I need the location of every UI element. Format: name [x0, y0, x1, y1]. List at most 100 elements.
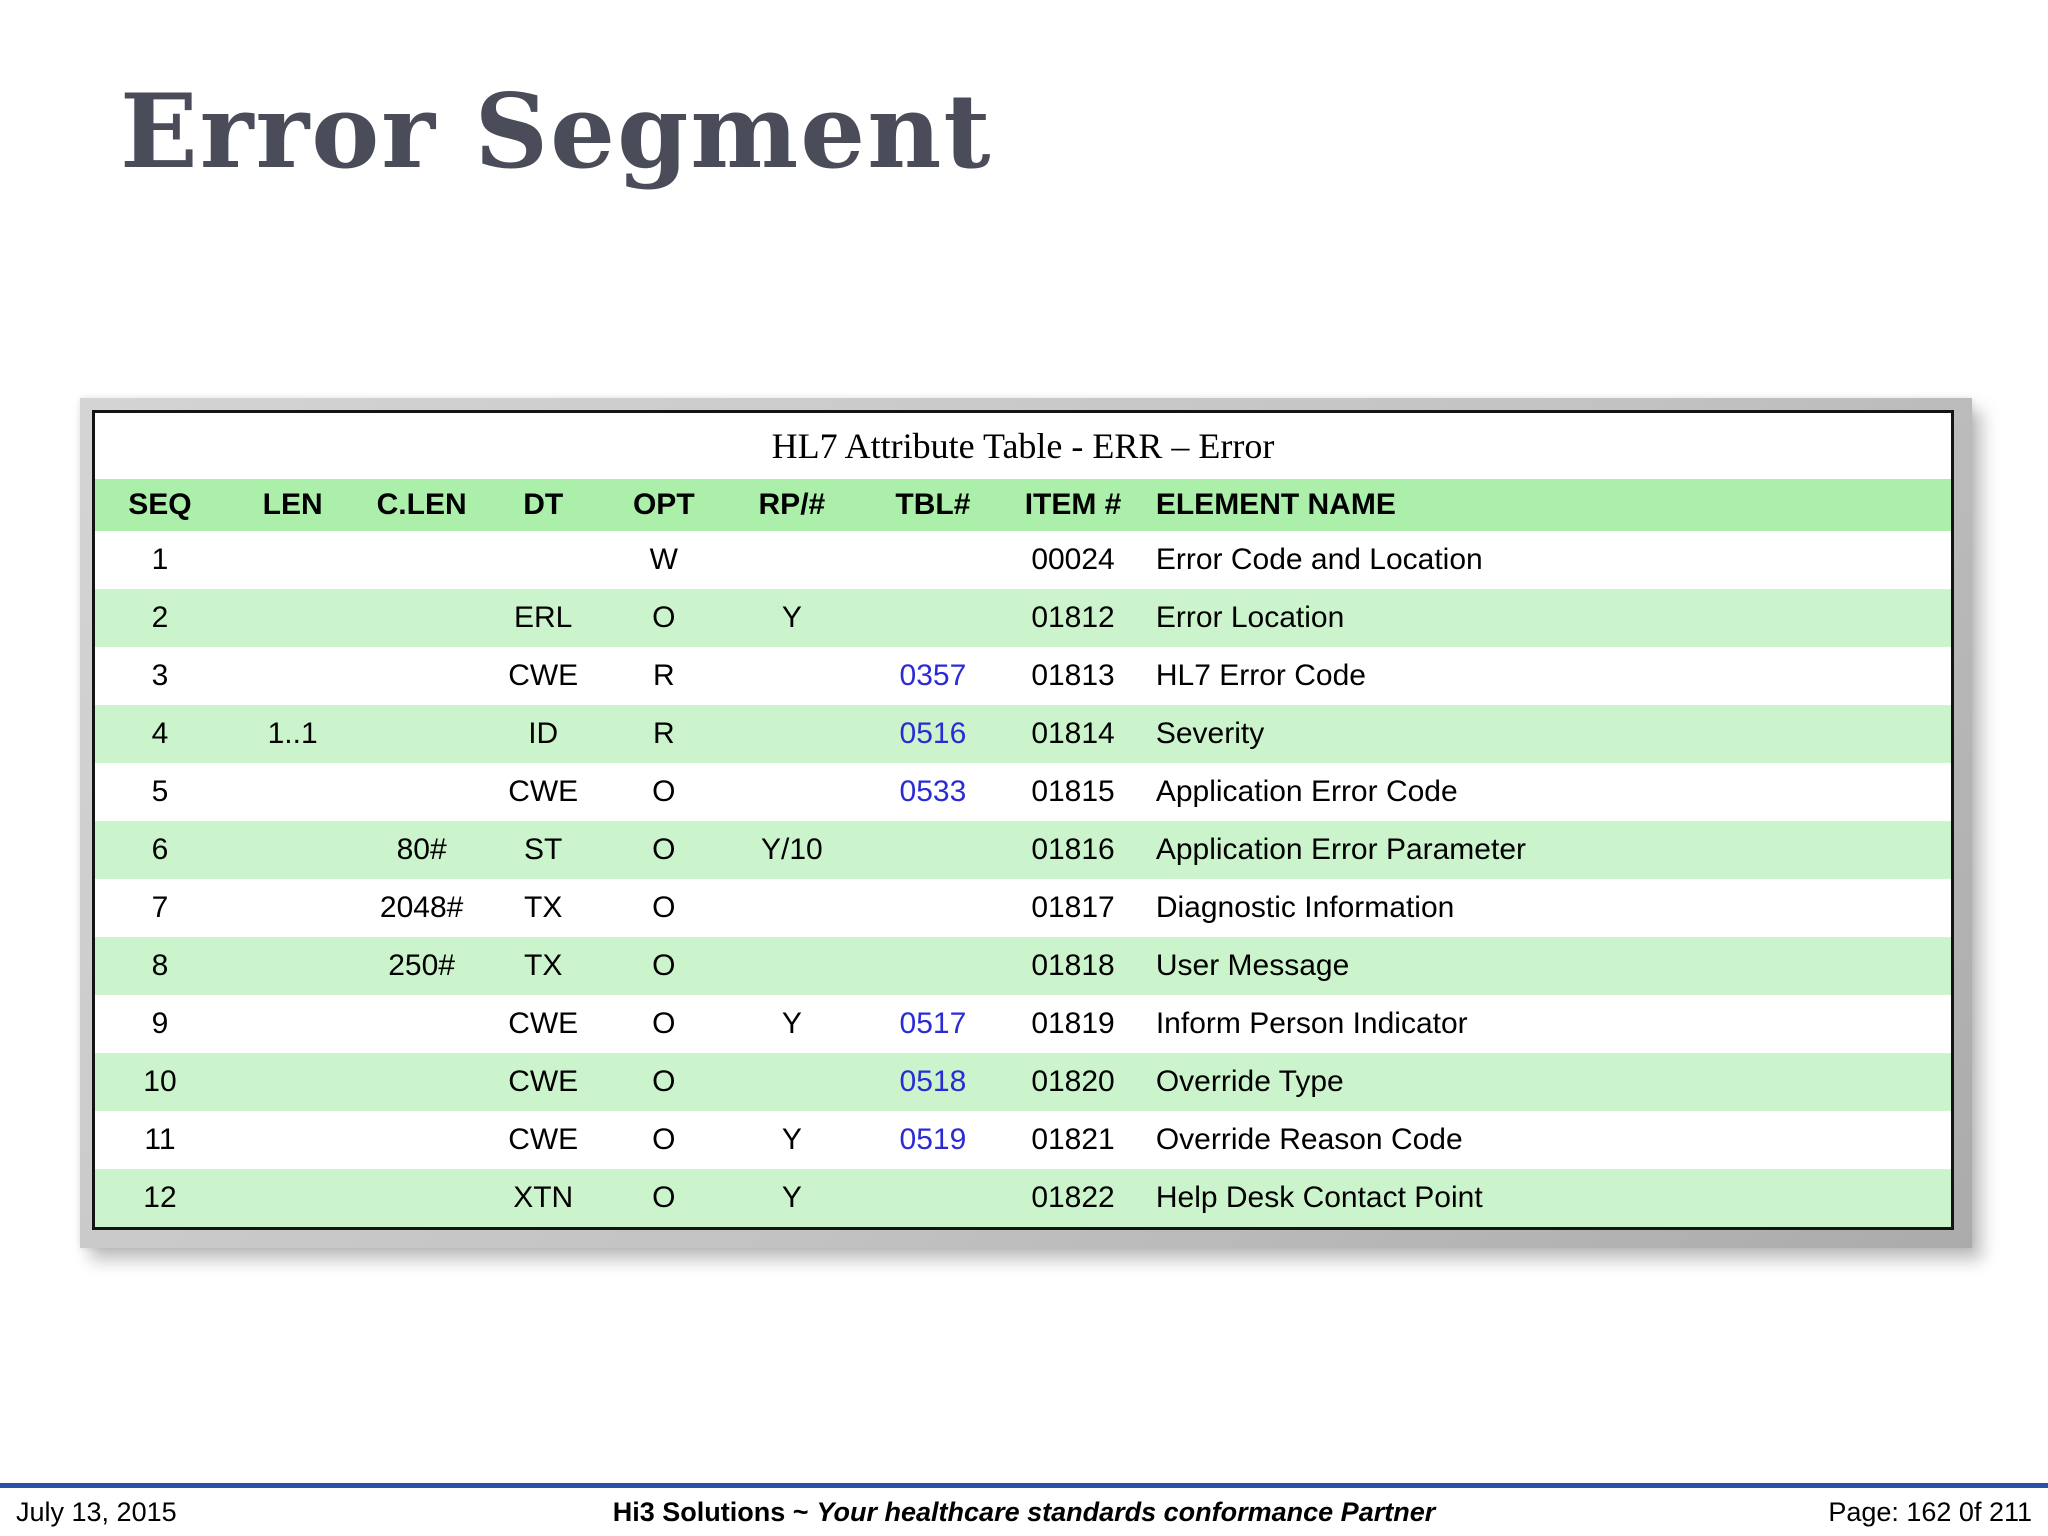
column-header-item: ITEM # [1006, 479, 1140, 531]
cell-dt: ST [482, 821, 604, 879]
cell-clen: 250# [360, 937, 483, 995]
hl7-attribute-table: SEQ LEN C.LEN DT OPT RP/# TBL# ITEM # EL… [95, 479, 1951, 1227]
cell-tbl: 0518 [859, 1053, 1007, 1111]
table-title: HL7 Attribute Table - ERR – Error [771, 426, 1275, 466]
cell-item: 01818 [1006, 937, 1140, 995]
cell-dt: CWE [482, 1053, 604, 1111]
cell-item: 01820 [1006, 1053, 1140, 1111]
column-header-clen: C.LEN [360, 479, 483, 531]
cell-item: 01815 [1006, 763, 1140, 821]
table-row: 6 80# ST O Y/10 01816 Application Error Parame… [95, 821, 1951, 879]
cell-opt: O [603, 995, 725, 1053]
cell-item: 01819 [1006, 995, 1140, 1053]
cell-opt: R [603, 647, 725, 705]
cell-dt: TX [482, 879, 604, 937]
cell-opt: O [603, 1169, 725, 1227]
cell-tbl [859, 1169, 1007, 1227]
table-row: 12 XTN O Y 01822 Help Desk Contact Point [95, 1169, 1951, 1227]
cell-seq: 5 [95, 763, 225, 821]
cell-rp [724, 1053, 860, 1111]
column-header-dt: DT [482, 479, 604, 531]
column-header-opt: OPT [603, 479, 725, 531]
column-header-rp: RP/# [724, 479, 860, 531]
cell-seq: 8 [95, 937, 225, 995]
cell-len [224, 937, 361, 995]
cell-tbl [859, 879, 1007, 937]
cell-dt [482, 531, 604, 589]
cell-name: Help Desk Contact Point [1139, 1169, 1951, 1227]
cell-rp: Y/10 [724, 821, 860, 879]
cell-clen [360, 1111, 483, 1169]
cell-rp: Y [724, 1111, 860, 1169]
cell-rp [724, 531, 860, 589]
slide-title: Error Segment [120, 72, 993, 192]
cell-len [224, 995, 361, 1053]
cell-name: Application Error Code [1139, 763, 1951, 821]
cell-item: 01814 [1006, 705, 1140, 763]
footer-tagline: Your healthcare standards conformance Pa… [816, 1497, 1436, 1527]
column-header-element-name: ELEMENT NAME [1139, 479, 1951, 531]
cell-len [224, 589, 361, 647]
cell-name: Diagnostic Information [1139, 879, 1951, 937]
cell-opt: O [603, 1111, 725, 1169]
cell-rp: Y [724, 1169, 860, 1227]
cell-opt: O [603, 821, 725, 879]
cell-item: 01821 [1006, 1111, 1140, 1169]
table-row: 7 2048# TX O 01817 Diagnostic Information [95, 879, 1951, 937]
footer-page-number: Page: 162 0f 211 [1828, 1497, 2032, 1527]
cell-clen [360, 589, 483, 647]
cell-clen [360, 647, 483, 705]
cell-clen [360, 995, 483, 1053]
footer-brand-line: Hi3 Solutions ~ Your healthcare standards… [0, 1497, 2048, 1528]
footer-divider-line [0, 1483, 2048, 1488]
cell-clen [360, 763, 483, 821]
column-header-len: LEN [224, 479, 361, 531]
cell-rp [724, 647, 860, 705]
table-row: 8 250# TX O 01818 User Message [95, 937, 1951, 995]
cell-dt: ID [482, 705, 604, 763]
cell-item: 01812 [1006, 589, 1140, 647]
cell-tbl: 0533 [859, 763, 1007, 821]
cell-item: 01822 [1006, 1169, 1140, 1227]
cell-opt: O [603, 763, 725, 821]
cell-tbl: 0517 [859, 995, 1007, 1053]
cell-dt: CWE [482, 763, 604, 821]
cell-tbl: 0519 [859, 1111, 1007, 1169]
cell-opt: O [603, 879, 725, 937]
cell-seq: 9 [95, 995, 225, 1053]
column-header-tbl: TBL# [859, 479, 1007, 531]
cell-tbl: 0516 [859, 705, 1007, 763]
cell-tbl: 0357 [859, 647, 1007, 705]
table-row: 1 W 00024 Error Code and Location [95, 531, 1951, 589]
cell-rp [724, 879, 860, 937]
cell-tbl [859, 937, 1007, 995]
attribute-table-frame: HL7 Attribute Table - ERR – Error SEQ LE… [80, 398, 1972, 1248]
cell-dt: CWE [482, 995, 604, 1053]
cell-len [224, 1053, 361, 1111]
cell-clen: 80# [360, 821, 483, 879]
cell-opt: R [603, 705, 725, 763]
cell-len [224, 647, 361, 705]
cell-seq: 2 [95, 589, 225, 647]
cell-len: 1..1 [224, 705, 361, 763]
cell-item: 01817 [1006, 879, 1140, 937]
cell-rp: Y [724, 589, 860, 647]
cell-len [224, 763, 361, 821]
cell-seq: 11 [95, 1111, 225, 1169]
cell-item: 00024 [1006, 531, 1140, 589]
cell-rp [724, 705, 860, 763]
cell-seq: 4 [95, 705, 225, 763]
cell-seq: 3 [95, 647, 225, 705]
table-row: 9 CWE O Y 0517 01819 Inform Person Indicator [95, 995, 1951, 1053]
footer-brand: Hi3 Solutions ~ [612, 1497, 809, 1527]
cell-seq: 12 [95, 1169, 225, 1227]
cell-name: HL7 Error Code [1139, 647, 1951, 705]
footer-date: July 13, 2015 [16, 1497, 177, 1527]
cell-dt: XTN [482, 1169, 604, 1227]
cell-clen [360, 1053, 483, 1111]
cell-rp: Y [724, 995, 860, 1053]
cell-name: Severity [1139, 705, 1951, 763]
table-row: 11 CWE O Y 0519 01821 Override Reason Code [95, 1111, 1951, 1169]
cell-name: Override Type [1139, 1053, 1951, 1111]
column-header-seq: SEQ [95, 479, 225, 531]
